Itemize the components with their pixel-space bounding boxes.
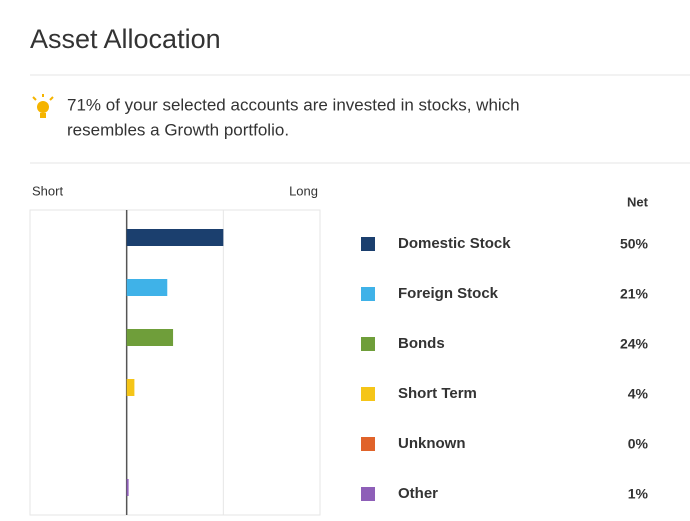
legend-label: Unknown [398,435,466,452]
bar [126,329,174,346]
legend-swatch [361,387,375,401]
legend-label: Domestic Stock [398,235,511,252]
legend-swatch [361,437,375,451]
legend-swatch [361,287,375,301]
insight-line: resembles a Growth portfolio. [67,120,289,139]
value-label: 24% [620,336,649,352]
column-header: Net [627,194,649,209]
axis-label-short: Short [32,183,63,198]
value-label: 0% [628,436,649,452]
legend-label: Other [398,485,438,502]
legend-swatch [361,237,375,251]
axis-label-long: Long [289,183,318,198]
bar [126,229,224,246]
chart-frame [29,209,321,516]
legend-label: Short Term [398,385,477,402]
value-label: 1% [628,486,649,502]
value-label: 4% [628,386,649,402]
value-label: 50% [620,236,649,252]
insight-line: 71% of your selected accounts are invest… [67,95,520,114]
bar [126,279,168,296]
value-label: 21% [620,286,649,302]
legend-swatch [361,337,375,351]
title: Asset Allocation [30,24,221,54]
legend-swatch [361,487,375,501]
lightbulb-icon [32,94,54,118]
legend-label: Bonds [398,335,445,352]
bar [126,479,129,496]
bar [126,379,135,396]
legend-label: Foreign Stock [398,285,499,302]
